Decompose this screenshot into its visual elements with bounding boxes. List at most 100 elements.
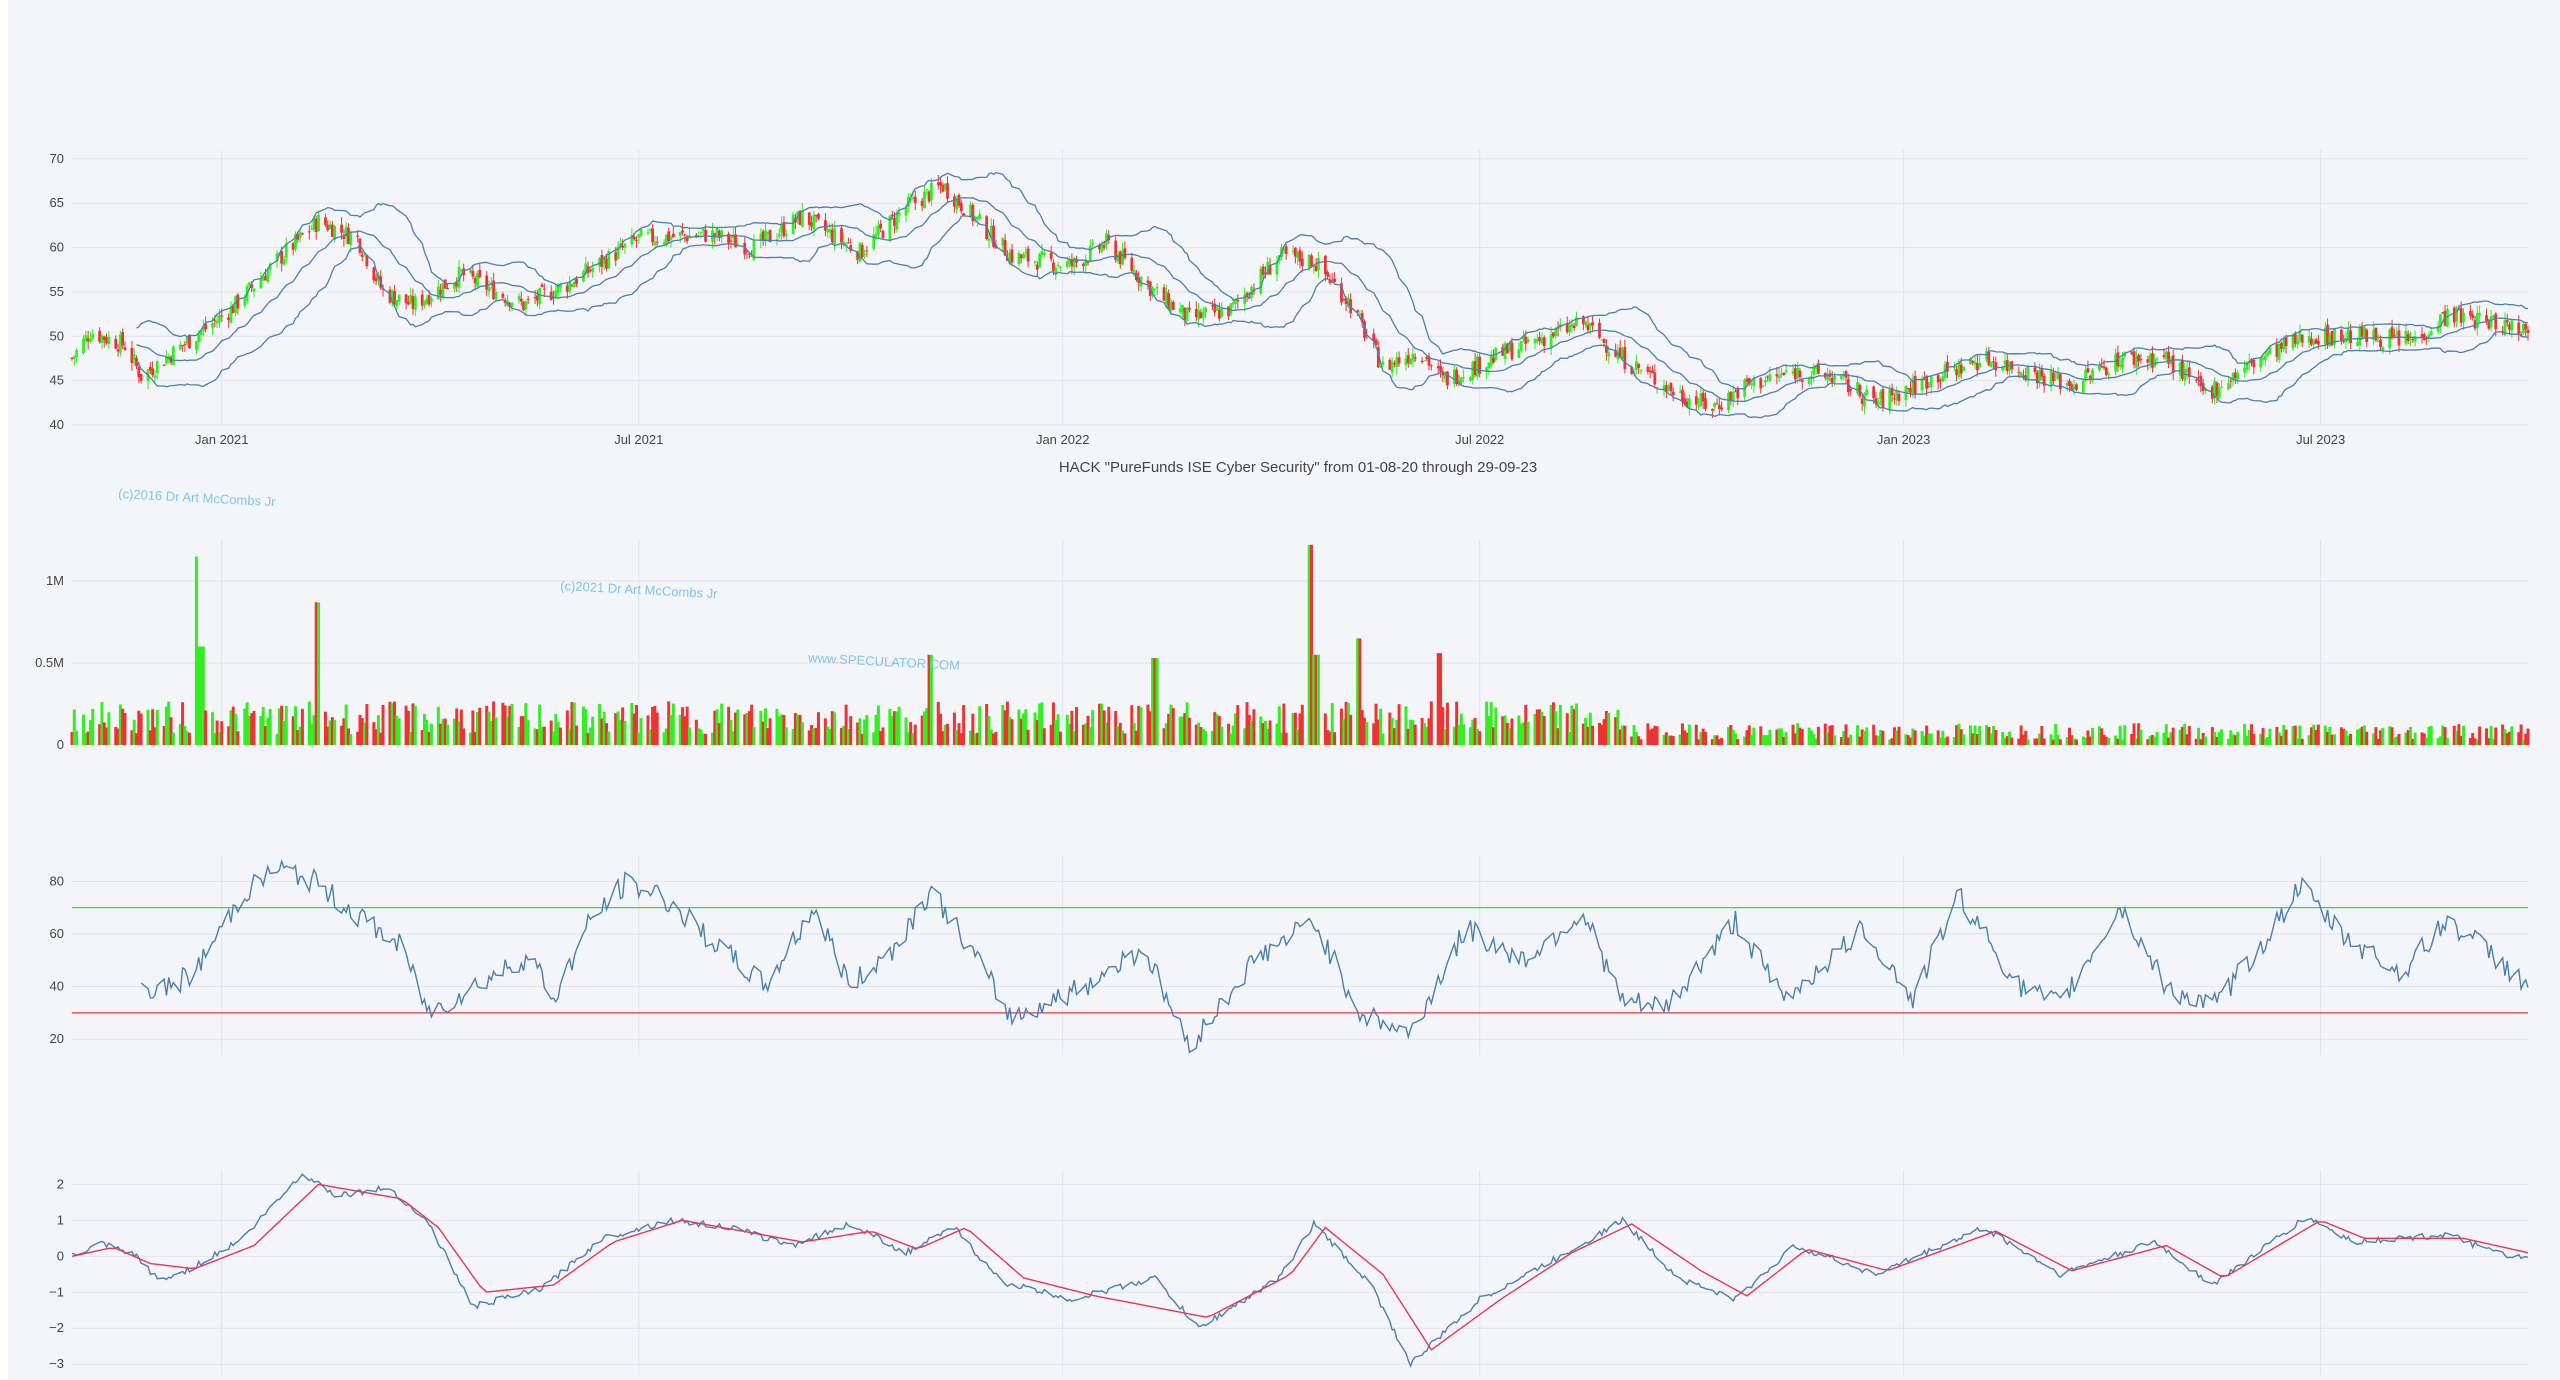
volume-bar [1856, 725, 1860, 745]
candle-body [1955, 369, 1959, 376]
volume-bar [994, 731, 998, 745]
volume-bar [1459, 713, 1463, 745]
candle-body [2358, 327, 2362, 346]
volume-bar [247, 715, 251, 745]
volume-bar [1985, 725, 1989, 745]
candle-body [1268, 264, 1272, 275]
candle-body [782, 222, 786, 237]
volume-bar [651, 706, 655, 745]
candle-body [2445, 309, 2449, 327]
candle-body [1091, 242, 1095, 245]
x-tick-label: Jul 2022 [1455, 432, 1504, 447]
candle-body [2054, 377, 2058, 379]
candle-body [2328, 334, 2332, 347]
candle-body [775, 239, 779, 241]
volume-bar [121, 708, 125, 745]
candle-body [1427, 356, 1431, 366]
candle-body [501, 293, 505, 298]
volume-bar [1314, 654, 1318, 745]
volume-bar [743, 714, 747, 745]
candle-body [1282, 249, 1286, 251]
volume-bar [2229, 730, 2233, 745]
candle-body [2365, 329, 2369, 343]
candle-body [155, 361, 159, 373]
volume-bar [1814, 738, 1818, 745]
volume-bar [920, 715, 924, 745]
volume-bar [1991, 726, 1995, 745]
candle-body [1395, 357, 1399, 367]
volume-bar [1058, 731, 1062, 745]
candle-body [1459, 377, 1463, 384]
volume-bar [1554, 710, 1558, 745]
volume-bar [1750, 735, 1754, 745]
candle-body [1959, 364, 1963, 374]
candle-body [2379, 339, 2382, 348]
volume-bar [943, 724, 947, 745]
candle-body [2155, 358, 2159, 360]
candle-body [533, 297, 537, 299]
volume-bar [2123, 725, 2127, 745]
volume-bar [469, 732, 473, 745]
candle-body [1849, 389, 1853, 391]
volume-bar [879, 731, 883, 745]
candle-body [1003, 240, 1007, 256]
volume-bar [1524, 704, 1528, 745]
candle-body [1588, 322, 1592, 327]
candle-body [794, 218, 797, 223]
volume-bar [1572, 709, 1576, 745]
volume-bar [1975, 734, 1979, 745]
candle-body [936, 182, 940, 186]
candle-body [671, 233, 675, 237]
volume-bar [704, 733, 708, 745]
volume-bar [1284, 732, 1288, 745]
volume-bar [268, 709, 272, 745]
candle-body [2300, 334, 2304, 343]
candle-body [139, 374, 143, 381]
candle-body [2524, 324, 2528, 330]
candle-body [199, 331, 203, 336]
candle-body [973, 216, 977, 221]
volume-bar [729, 719, 733, 745]
volume-bar [519, 716, 523, 745]
volume-bar [1485, 701, 1489, 745]
candle-body [1105, 233, 1108, 245]
volume-bar [2261, 728, 2265, 745]
candle-body [2088, 375, 2092, 379]
candle-body [2008, 361, 2012, 371]
volume-bar [135, 733, 139, 745]
volume-bar [1107, 706, 1111, 745]
volume-bar [1584, 717, 1588, 745]
volume-bar [1245, 702, 1249, 745]
candle-body [1922, 377, 1926, 379]
candle-body [1473, 360, 1477, 376]
candle-body [1533, 339, 1537, 343]
candle-body [1865, 389, 1869, 395]
candle-body [471, 271, 475, 277]
volume-bar [1895, 730, 1899, 745]
volume-bar [1005, 701, 1009, 745]
candle-body [2123, 352, 2127, 357]
volume-bar [959, 733, 963, 745]
candle-body [1040, 251, 1044, 255]
volume-bar [1098, 703, 1102, 745]
candle-body [761, 231, 765, 241]
volume-bar [1420, 718, 1424, 745]
candle-body [969, 204, 972, 217]
candle-body [294, 234, 297, 249]
volume-bar [849, 716, 853, 745]
candle-body [572, 282, 576, 288]
x-tick-label: Jan 2022 [1036, 432, 1090, 447]
volume-bar [1743, 736, 1747, 745]
candle-body [1162, 287, 1166, 301]
volume-bar [2130, 734, 2134, 745]
volume-bar [259, 715, 263, 745]
candle-body [1881, 389, 1885, 408]
volume-bar [2408, 727, 2412, 745]
volume-bar [2459, 735, 2463, 745]
candle-body [342, 236, 346, 239]
candle-body [2492, 315, 2495, 318]
candle-body [2284, 336, 2288, 346]
volume-bar [1503, 715, 1507, 745]
candle-body [987, 238, 991, 241]
volume-bar [2443, 727, 2447, 745]
